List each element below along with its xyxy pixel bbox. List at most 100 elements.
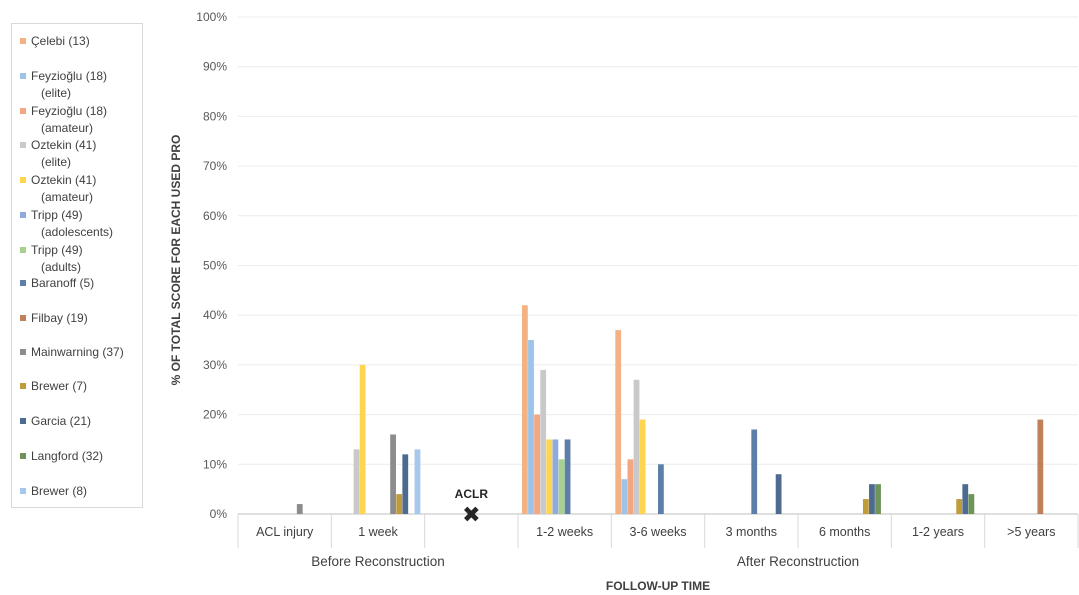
legend-label-line: Brewer (8) — [31, 484, 88, 498]
x-tick-label: 1-2 years — [912, 525, 964, 539]
legend-label-line: Baranoff (5) — [31, 276, 95, 290]
legend-label: Baranoff (5) — [31, 275, 94, 292]
legend-label-line: Garcia (21) — [31, 414, 92, 428]
legend-label-line: Tripp (49) — [31, 208, 83, 222]
x-tick-label: 1 week — [358, 525, 398, 539]
legend-label: Tripp (49) (adults) — [31, 242, 83, 276]
y-tick-label: 40% — [203, 308, 227, 322]
x-group-label: After Reconstruction — [737, 554, 859, 569]
legend-label: Oztekin (41) (elite) — [31, 137, 96, 171]
legend-label: Filbay (19) — [31, 310, 88, 327]
legend-label: Feyzioğlu (18) (amateur) — [31, 103, 107, 137]
bar — [633, 379, 640, 514]
bar — [552, 439, 559, 514]
bar — [639, 419, 646, 514]
legend-label-line: Feyzioğlu (18) — [31, 104, 108, 118]
bar — [962, 484, 969, 514]
bar — [621, 479, 628, 514]
x-tick-label: ACL injury — [256, 525, 314, 539]
x-tick-label: 1-2 weeks — [536, 525, 593, 539]
x-tick-label: 3-6 weeks — [630, 525, 687, 539]
x-tick-label: 3 months — [726, 525, 777, 539]
legend-swatch — [20, 212, 26, 218]
bar — [534, 414, 540, 514]
y-tick-label: 80% — [203, 109, 227, 123]
legend-label: Feyzioğlu (18) (elite) — [31, 68, 107, 102]
x-axis-title: FOLLOW-UP TIME — [606, 579, 710, 593]
bar — [558, 459, 565, 514]
bar — [615, 330, 622, 514]
legend-label-line: (adults) — [41, 260, 82, 274]
x-group-label: Before Reconstruction — [311, 554, 445, 569]
legend-label-line: (amateur) — [41, 190, 94, 204]
legend-swatch — [20, 315, 26, 321]
legend-label: Oztekin (41) (amateur) — [31, 172, 96, 206]
bar — [540, 369, 547, 514]
legend-label-line: Brewer (7) — [31, 379, 88, 393]
y-tick-label: 70% — [203, 159, 227, 173]
bar — [414, 449, 421, 514]
legend-label: Langford (32) — [31, 448, 103, 465]
y-tick-label: 30% — [203, 358, 227, 372]
bar — [396, 494, 403, 514]
legend-swatch — [20, 453, 26, 459]
bar — [390, 434, 396, 514]
legend-label-line: Langford (32) — [31, 449, 104, 463]
bar — [528, 340, 534, 514]
bar — [359, 364, 366, 514]
y-tick-label: 100% — [196, 10, 227, 24]
y-tick-label: 60% — [203, 209, 227, 223]
legend-swatch — [20, 177, 26, 183]
x-tick-label: 6 months — [819, 525, 870, 539]
legend-label-line: (amateur) — [41, 121, 94, 135]
bar — [775, 474, 782, 514]
legend-label: Çelebi (13) — [31, 33, 90, 50]
legend-label-line: Çelebi (13) — [31, 34, 90, 48]
legend-swatch — [20, 383, 26, 389]
x-tick-label: >5 years — [1007, 525, 1055, 539]
legend-label-line: Filbay (19) — [31, 311, 88, 325]
bar — [402, 454, 409, 514]
y-tick-label: 0% — [210, 507, 228, 521]
legend-label: Brewer (8) — [31, 483, 87, 500]
y-tick-label: 20% — [203, 408, 227, 422]
bar — [658, 464, 664, 514]
legend-swatch — [20, 280, 26, 286]
bar — [627, 459, 634, 514]
bar — [869, 484, 875, 514]
legend-swatch — [20, 488, 26, 494]
legend-label-line: (adolescents) — [41, 225, 114, 239]
legend-swatch — [20, 247, 26, 253]
bar — [968, 494, 975, 514]
bar — [522, 305, 528, 514]
legend-label-line: Tripp (49) — [31, 243, 83, 257]
aclr-cross-icon: ✖ — [462, 502, 480, 527]
y-tick-label: 90% — [203, 60, 227, 74]
y-axis-title: % OF TOTAL SCORE FOR EACH USED PRO — [169, 135, 183, 386]
legend-label-line: (elite) — [41, 155, 72, 169]
bar — [1037, 419, 1044, 514]
bar — [564, 439, 571, 514]
legend-swatch — [20, 73, 26, 79]
bar — [296, 504, 303, 514]
bar — [875, 484, 881, 514]
legend-label: Tripp (49) (adolescents) — [31, 207, 113, 241]
legend-label: Brewer (7) — [31, 378, 87, 395]
legend-label-line: Mainwarning (37) — [31, 345, 124, 359]
legend-swatch — [20, 349, 26, 355]
chart-legend: Çelebi (13) Feyzioğlu (18) (elite) Feyzioğl… — [11, 23, 143, 508]
legend-label: Mainwarning (37) — [31, 344, 124, 361]
aclr-marker-label: ACLR — [455, 487, 489, 501]
legend-swatch — [20, 418, 26, 424]
legend-label: Garcia (21) — [31, 413, 91, 430]
legend-swatch — [20, 38, 26, 44]
bar — [353, 449, 360, 514]
bar — [956, 499, 963, 514]
legend-label-line: Feyzioğlu (18) — [31, 69, 108, 83]
legend-label-line: Oztekin (41) — [31, 173, 97, 187]
legend-swatch — [20, 108, 26, 114]
legend-label-line: (elite) — [41, 86, 72, 100]
y-tick-label: 10% — [203, 457, 227, 471]
bar — [862, 499, 869, 514]
